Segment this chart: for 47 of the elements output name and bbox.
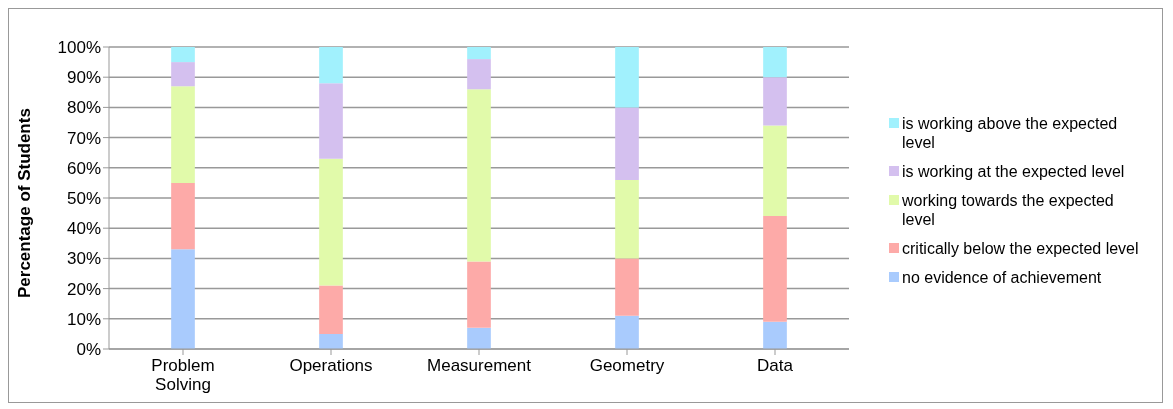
legend-label: working towards the expected level — [902, 190, 1115, 229]
legend-label: is working above the expected level — [902, 113, 1119, 152]
bar — [319, 285, 343, 334]
legend-label: is working at the expected level — [902, 161, 1125, 181]
y-tick-label: 30% — [66, 249, 101, 269]
bar — [319, 158, 343, 286]
x-tick-label: Measurement — [427, 356, 532, 375]
y-tick-label: 10% — [66, 309, 101, 329]
x-tick-label: Data — [757, 356, 794, 375]
y-tick-label: 80% — [66, 98, 101, 118]
bar — [615, 107, 639, 180]
bar — [467, 327, 491, 349]
bar — [467, 261, 491, 328]
legend-label: critically below the expected level — [902, 238, 1139, 258]
y-tick-label: 60% — [66, 158, 101, 178]
y-tick-label: 70% — [66, 128, 101, 148]
bar — [467, 47, 491, 60]
bar — [763, 77, 787, 126]
bar — [467, 89, 491, 262]
legend-label: no evidence of achievement — [902, 267, 1102, 287]
y-tick-label: 20% — [66, 279, 101, 299]
y-tick-label: 100% — [57, 38, 101, 58]
bar — [467, 59, 491, 90]
bar — [615, 179, 639, 259]
y-tick-label: 50% — [66, 189, 101, 209]
y-tick-label: 40% — [66, 219, 101, 239]
bar — [171, 47, 195, 63]
bar — [615, 47, 639, 108]
bar — [171, 86, 195, 183]
x-tick-label: Operations — [289, 356, 373, 375]
bar — [763, 125, 787, 217]
bar — [615, 315, 639, 349]
y-tick-label: 90% — [66, 68, 101, 88]
bar — [319, 47, 343, 84]
y-tick-label: 0% — [76, 340, 101, 360]
bar — [319, 333, 343, 349]
bar — [171, 249, 195, 349]
bar — [319, 83, 343, 159]
x-tick-label: Problem Solving — [151, 356, 215, 394]
bar — [763, 47, 787, 78]
bar — [171, 62, 195, 87]
x-tick-label: Geometry — [589, 356, 665, 375]
y-axis-title: Percentage of Students — [15, 108, 35, 298]
bar — [763, 321, 787, 349]
bar — [615, 258, 639, 316]
bar — [763, 216, 787, 322]
bar — [171, 182, 195, 250]
